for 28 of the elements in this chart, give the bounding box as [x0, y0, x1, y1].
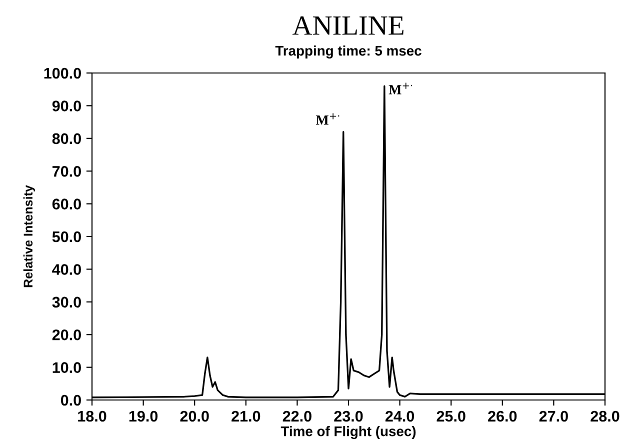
x-tick-label: 19.0: [129, 410, 158, 422]
x-tick-label: 28.0: [590, 410, 620, 422]
y-tick-label: 20.0: [52, 329, 81, 340]
x-tick-label: 23.0: [334, 410, 363, 422]
annotation: M$^{+·}$: [388, 82, 412, 94]
y-tick-label: 0.0: [60, 394, 81, 406]
y-tick-label: 40.0: [52, 264, 81, 275]
x-axis-title: Time of Flight (usec): [280, 426, 416, 440]
y-tick-label: 80.0: [52, 133, 81, 144]
x-tick-label: 26.0: [488, 410, 517, 422]
x-tick-label: 21.0: [232, 410, 260, 422]
x-tick-label: 27.0: [539, 410, 568, 422]
y-tick-label: 70.0: [52, 166, 81, 177]
y-tick-label: 10.0: [52, 362, 81, 373]
chart-title: ANILINE: [292, 16, 404, 35]
y-tick-label: 60.0: [52, 198, 81, 210]
x-tick-label: 20.0: [180, 410, 209, 422]
x-tick-label: 24.0: [385, 410, 414, 422]
y-tick-label: 90.0: [52, 100, 81, 112]
x-tick-label: 18.0: [78, 410, 106, 422]
chart-subtitle: Trapping time: 5 msec: [275, 45, 422, 59]
y-tick-label: 50.0: [52, 231, 81, 242]
y-axis-title: Relative Intensity: [23, 185, 36, 288]
y-tick-label: 30.0: [52, 296, 81, 308]
annotation: M$^{+·}$: [316, 113, 340, 125]
x-tick-label: 22.0: [282, 410, 312, 422]
x-tick-label: 25.0: [436, 410, 466, 422]
y-tick-label: 100.0: [44, 68, 81, 79]
